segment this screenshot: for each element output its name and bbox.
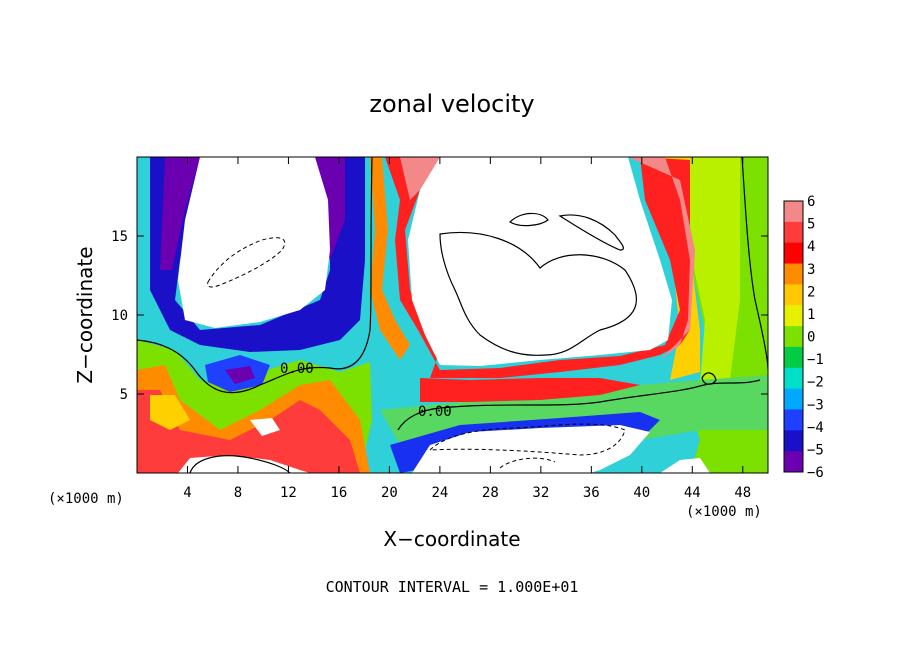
colorbar-swatch [784, 367, 803, 390]
x-axis-label: X−coordinate [383, 527, 520, 551]
colorbar-label: −3 [807, 397, 824, 413]
y-axis: 5 10 15 [111, 229, 768, 403]
contour-upper-right-1 [439, 231, 637, 356]
white-upper-center [408, 157, 672, 366]
colorbar-swatch [784, 263, 803, 285]
colorbar-swatch [784, 430, 803, 452]
colorbar-swatch [784, 201, 803, 223]
dashed-contours [207, 237, 626, 469]
x-unit-left: (×1000 m) [48, 491, 124, 507]
colorbar-label: 3 [807, 262, 815, 278]
x-tick-label: 40 [633, 485, 650, 501]
x-axis: 4 8 12 16 20 24 28 32 36 40 44 48 [183, 157, 751, 501]
colorbar-label: −2 [807, 375, 824, 391]
colorbar-label: 5 [807, 217, 815, 233]
plot-area: 0.00 0.00 [137, 157, 768, 473]
colorbar-swatch [784, 284, 803, 306]
region-left-red [137, 390, 360, 473]
white-lower-small [250, 418, 280, 436]
x-tick-label: 48 [734, 485, 751, 501]
colorbar-label: 6 [807, 194, 815, 210]
colorbar-label: −5 [807, 442, 824, 458]
colorbar-label: 2 [807, 284, 815, 300]
contour-label-1: 0.00 [280, 361, 314, 377]
x-tick-label: 8 [234, 485, 242, 501]
x-tick-label: 12 [280, 485, 297, 501]
x-tick-label: 28 [482, 485, 499, 501]
colorbar-swatch [784, 346, 803, 369]
colorbar-swatch [784, 305, 803, 327]
colorbar: 6 5 4 3 2 1 0 −1 −2 −3 −4 −5 −6 [783, 194, 824, 481]
contour-lower-left [189, 455, 291, 473]
plume-orange-left [370, 157, 410, 360]
x-tick-label: 24 [431, 485, 448, 501]
contour-label-2: 0.00 [418, 404, 452, 420]
white-lower-center [412, 425, 650, 473]
chart-title: zonal velocity [369, 90, 534, 118]
colorbar-label: 4 [807, 239, 815, 255]
colorbar-swatch [784, 409, 803, 431]
colorbar-swatch [784, 221, 803, 244]
dashed-contour-lower-small [499, 457, 556, 469]
colorbar-swatch [784, 326, 803, 348]
colorbar-label: 0 [807, 330, 815, 346]
y-tick-label: 5 [120, 387, 128, 403]
y-tick-label: 10 [111, 308, 128, 324]
colorbar-label: 1 [807, 307, 815, 323]
region-right-lightgreen [690, 157, 740, 385]
plume-red-lower [420, 378, 640, 402]
x-tick-label: 44 [684, 485, 701, 501]
x-tick-label: 20 [381, 485, 398, 501]
colorbar-frame [783, 200, 804, 473]
y-tick-label: 15 [111, 229, 128, 245]
x-tick-label: 16 [330, 485, 347, 501]
colorbar-label: −6 [807, 465, 824, 481]
colorbar-label: −1 [807, 352, 824, 368]
colorbar-swatch [784, 388, 803, 410]
blob-purple-core [225, 366, 255, 384]
region-left-purple [160, 157, 200, 270]
contours [137, 157, 768, 473]
contour-upper-right-3 [558, 214, 624, 251]
white-lower-right [660, 458, 710, 473]
x-tick-label: 32 [532, 485, 549, 501]
plume-pink-upper [400, 157, 440, 200]
dashed-contour-lower-center [428, 423, 626, 456]
contour-interval-note: CONTOUR INTERVAL = 1.000E+01 [326, 578, 579, 596]
y-axis-label: Z−coordinate [73, 246, 97, 383]
colorbar-label: −4 [807, 420, 824, 436]
contour-upper-right-2 [509, 212, 549, 227]
colorbar-swatch [784, 242, 803, 265]
x-tick-label: 36 [583, 485, 600, 501]
x-unit-right: (×1000 m) [686, 504, 762, 520]
zero-contour-left [137, 157, 373, 394]
contour-small-right [701, 372, 717, 385]
region-left-yellow-blob [150, 395, 190, 430]
colorbar-swatch [784, 451, 803, 473]
white-lower-left [178, 455, 310, 473]
white-upper-left [178, 157, 330, 328]
x-tick-label: 4 [183, 485, 191, 501]
